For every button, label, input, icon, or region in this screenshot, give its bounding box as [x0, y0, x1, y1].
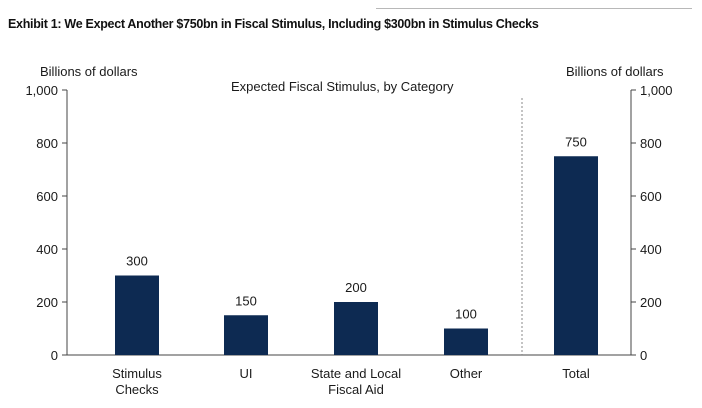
left-y-tick-label: 1,000	[25, 83, 58, 98]
bar	[224, 315, 268, 355]
bar	[334, 302, 378, 355]
left-y-tick-label: 400	[36, 242, 58, 257]
left-axis-label: Billions of dollars	[40, 64, 138, 79]
x-category-label: Total	[562, 366, 590, 381]
left-y-tick-label: 0	[51, 348, 58, 363]
bar	[554, 156, 598, 355]
left-y-tick-label: 800	[36, 136, 58, 151]
bar-value-label: 150	[235, 293, 257, 308]
x-category-label: State and Local	[311, 366, 401, 381]
x-category-label: UI	[240, 366, 253, 381]
left-y-tick-label: 600	[36, 189, 58, 204]
x-category-label: Fiscal Aid	[328, 382, 384, 397]
x-category-label: Checks	[115, 382, 159, 397]
right-y-tick-label: 0	[640, 348, 647, 363]
x-category-label: Other	[450, 366, 483, 381]
x-category-label: Stimulus	[112, 366, 162, 381]
left-y-tick-label: 200	[36, 295, 58, 310]
top-rule	[376, 8, 692, 9]
bar-value-label: 100	[455, 307, 477, 322]
right-y-tick-label: 600	[640, 189, 662, 204]
bar	[115, 275, 159, 355]
bar-value-label: 300	[126, 254, 148, 269]
bar-value-label: 750	[565, 134, 587, 149]
bar	[444, 328, 488, 355]
exhibit-title: Exhibit 1: We Expect Another $750bn in F…	[8, 17, 539, 31]
right-y-tick-label: 200	[640, 295, 662, 310]
right-y-tick-label: 800	[640, 136, 662, 151]
right-axis-label: Billions of dollars	[566, 64, 664, 79]
right-y-tick-label: 1,000	[640, 83, 673, 98]
right-y-tick-label: 400	[640, 242, 662, 257]
chart-title: Expected Fiscal Stimulus, by Category	[231, 79, 454, 94]
bar-value-label: 200	[345, 280, 367, 295]
